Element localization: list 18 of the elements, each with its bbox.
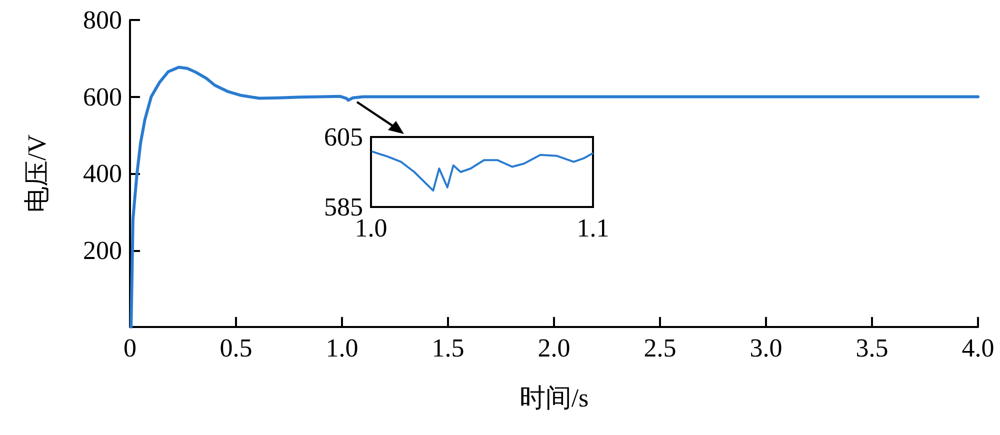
x-tick-label: 1.5 — [432, 334, 464, 362]
y-tick-label: 400 — [83, 159, 122, 188]
x-tick-label: 3.0 — [750, 334, 782, 362]
y-tick-label: 800 — [83, 6, 122, 34]
y-tick-label: 605 — [324, 122, 363, 152]
x-tick-label: 1.1 — [576, 214, 610, 242]
x-tick-label: 3.5 — [856, 334, 888, 362]
x-tick-label: 0.5 — [220, 334, 252, 362]
x-tick-label: 4.0 — [962, 334, 994, 362]
line-series — [372, 150, 594, 192]
y-tick-label: 600 — [83, 82, 122, 112]
x-tick-label: 2.5 — [644, 334, 676, 362]
y-axis-title: 电压/V — [22, 134, 52, 212]
y-tick-label: 200 — [83, 236, 122, 265]
x-tick-label: 2.0 — [538, 334, 570, 362]
x-axis-title: 时间/s — [519, 384, 589, 412]
x-tick-label: 1.0 — [326, 334, 358, 362]
x-tick-label: 0 — [124, 334, 136, 362]
